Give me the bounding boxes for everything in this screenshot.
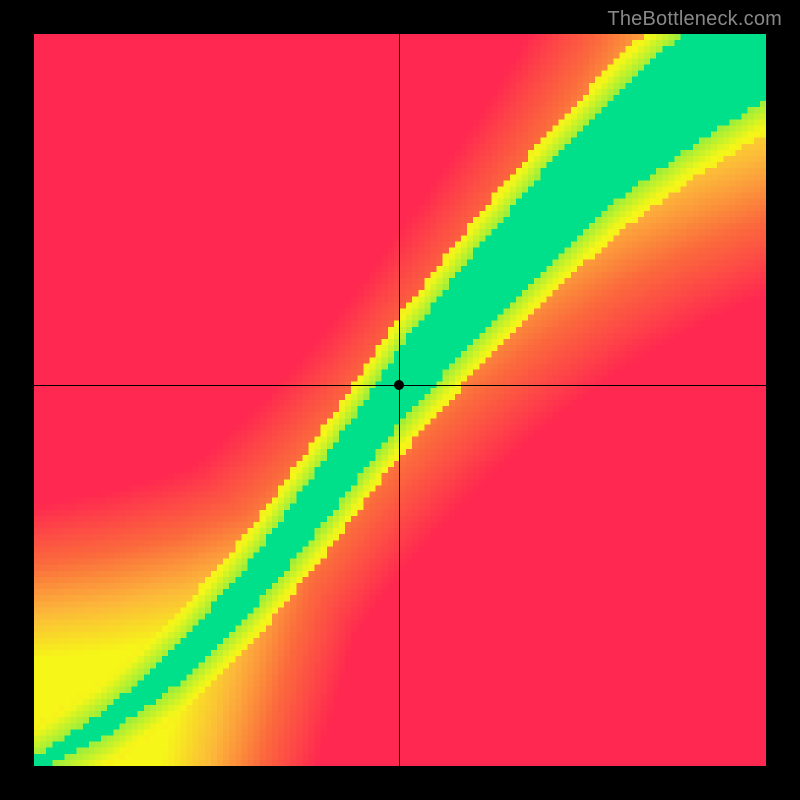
crosshair-vertical xyxy=(399,34,400,766)
bottleneck-heatmap xyxy=(34,34,766,766)
heatmap-canvas xyxy=(34,34,766,766)
crosshair-marker xyxy=(394,380,404,390)
page-root: TheBottleneck.com xyxy=(0,0,800,800)
attribution-label: TheBottleneck.com xyxy=(607,8,782,31)
